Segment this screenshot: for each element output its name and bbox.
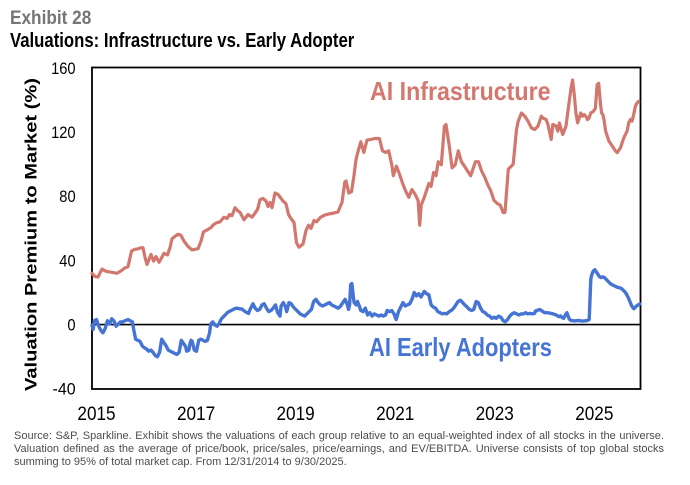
svg-text:2025: 2025: [575, 403, 613, 425]
svg-text:2015: 2015: [77, 403, 115, 425]
svg-text:2017: 2017: [177, 403, 215, 425]
svg-text:Valuation Premium to Market (%: Valuation Premium to Market (%): [22, 78, 41, 391]
svg-text:2023: 2023: [476, 403, 514, 425]
svg-text:0: 0: [67, 316, 75, 334]
svg-text:2019: 2019: [277, 403, 315, 425]
svg-text:80: 80: [59, 188, 75, 206]
svg-text:40: 40: [59, 252, 75, 270]
svg-text:160: 160: [51, 60, 76, 78]
svg-text:AI Infrastructure: AI Infrastructure: [370, 76, 551, 106]
svg-text:120: 120: [51, 124, 76, 142]
svg-text:2021: 2021: [376, 403, 414, 425]
svg-text:-40: -40: [53, 381, 76, 399]
svg-text:AI Early Adopters: AI Early Adopters: [369, 332, 552, 362]
